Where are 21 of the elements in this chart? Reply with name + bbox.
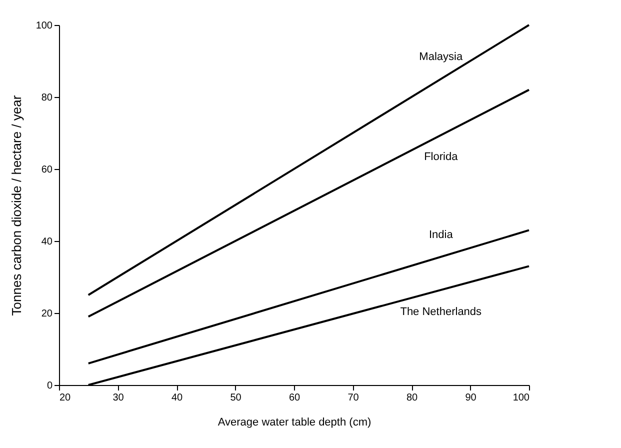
- x-tick-label: 40: [171, 392, 183, 404]
- x-tick-label: 70: [348, 392, 360, 404]
- y-tick-label: 20: [41, 308, 53, 320]
- series-label: Florida: [424, 151, 459, 164]
- series-label: The Netherlands: [400, 306, 482, 318]
- series-label: India: [428, 228, 454, 241]
- y-tick-label: 80: [41, 92, 53, 104]
- x-axis-title: Average water table depth (cm): [218, 416, 372, 428]
- y-tick-label: 100: [36, 20, 53, 32]
- x-tick-label: 100: [512, 392, 530, 404]
- x-tick-label: 20: [60, 392, 72, 404]
- x-tick-label: 30: [112, 392, 124, 404]
- x-tick-label: 80: [406, 392, 418, 404]
- x-tick-label: 50: [230, 392, 242, 404]
- y-axis-title: Tonnes carbon dioxide / hectare / year: [8, 94, 24, 316]
- y-tick-label: 40: [41, 236, 53, 248]
- x-tick-label: 90: [465, 392, 477, 404]
- x-tick-label: 60: [288, 392, 300, 404]
- series-label: Malaysia: [419, 51, 464, 63]
- y-tick-label: 60: [41, 164, 53, 176]
- y-tick-label: 0: [46, 380, 53, 392]
